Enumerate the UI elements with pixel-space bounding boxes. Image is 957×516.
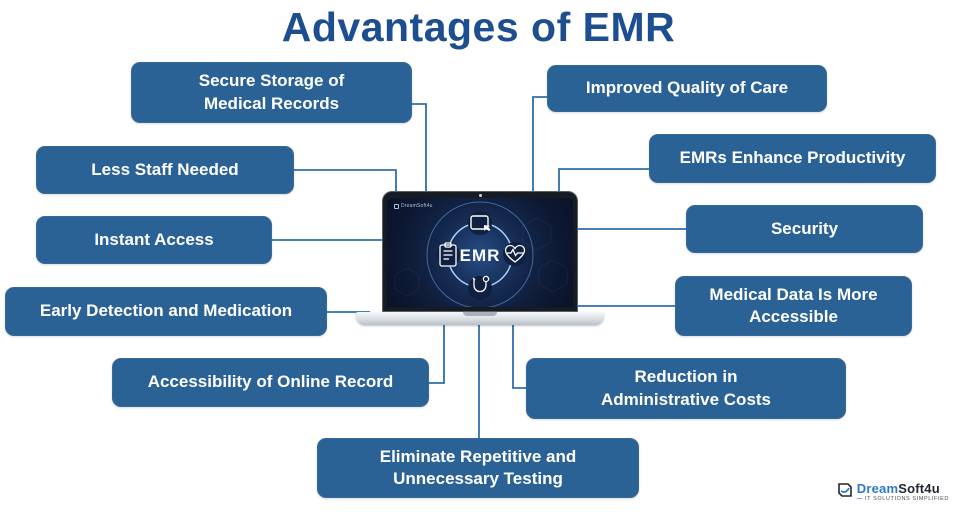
dreamsoft4u-logo-icon bbox=[837, 482, 852, 497]
emr-hub-graphic: EMR bbox=[394, 198, 568, 307]
heart-pulse-icon bbox=[504, 244, 526, 263]
advantage-eliminate: Eliminate Repetitive and Unnecessary Tes… bbox=[317, 438, 639, 498]
advantage-security: Security bbox=[686, 205, 923, 253]
advantage-instant-access: Instant Access bbox=[36, 216, 272, 264]
brand-name-prefix: Dream bbox=[856, 480, 899, 496]
tagline-dash: — bbox=[856, 495, 863, 502]
center-glow bbox=[418, 198, 542, 307]
screen-brand-icon bbox=[394, 203, 399, 209]
laptop-base bbox=[356, 312, 604, 325]
laptop-base-notch bbox=[463, 312, 497, 316]
footer-brand-text: DreamSoft4u — IT SOLUTIONS SIMPLIFIED bbox=[857, 482, 949, 503]
stethoscope-icon bbox=[472, 275, 490, 293]
advantage-emrs-productivity: EMRs Enhance Productivity bbox=[649, 134, 936, 183]
advantage-less-staff: Less Staff Needed bbox=[36, 146, 294, 194]
laptop-screen: DreamSoft4u bbox=[387, 198, 573, 307]
connector-emrs-productivity bbox=[558, 168, 649, 192]
outer-ring bbox=[426, 201, 534, 307]
advantage-early-detection: Early Detection and Medication bbox=[5, 287, 327, 336]
connector-reduction bbox=[512, 324, 526, 389]
medical-record-icon bbox=[439, 242, 457, 267]
laptop-lid: DreamSoft4u bbox=[382, 191, 578, 312]
emr-label: EMR bbox=[460, 246, 501, 265]
advantage-medical-data: Medical Data Is More Accessible bbox=[675, 276, 912, 336]
connector-secure-storage bbox=[412, 103, 427, 192]
page-title: Advantages of EMR bbox=[281, 4, 676, 50]
footer-brand-tagline: — IT SOLUTIONS SIMPLIFIED bbox=[856, 495, 949, 503]
screen-brand-label: DreamSoft4u bbox=[401, 203, 433, 209]
footer-brand: DreamSoft4u — IT SOLUTIONS SIMPLIFIED bbox=[837, 482, 949, 503]
webcam-dot-icon bbox=[479, 194, 482, 197]
advantage-accessibility: Accessibility of Online Record bbox=[112, 358, 429, 407]
tablet-touch-icon bbox=[470, 215, 491, 231]
advantage-improved-quality: Improved Quality of Care bbox=[547, 65, 827, 112]
footer-brand-name: DreamSoft4u bbox=[857, 482, 949, 495]
advantage-secure-storage: Secure Storage of Medical Records bbox=[131, 62, 412, 123]
brand-name-suffix: Soft4u bbox=[898, 480, 940, 496]
screen-brand: DreamSoft4u bbox=[394, 203, 433, 209]
connector-improved-quality bbox=[532, 96, 548, 192]
advantage-reduction: Reduction in Administrative Costs bbox=[526, 358, 846, 419]
connector-less-staff bbox=[294, 169, 397, 192]
connector-accessibility bbox=[429, 324, 445, 384]
tagline-text: IT SOLUTIONS SIMPLIFIED bbox=[865, 495, 949, 502]
